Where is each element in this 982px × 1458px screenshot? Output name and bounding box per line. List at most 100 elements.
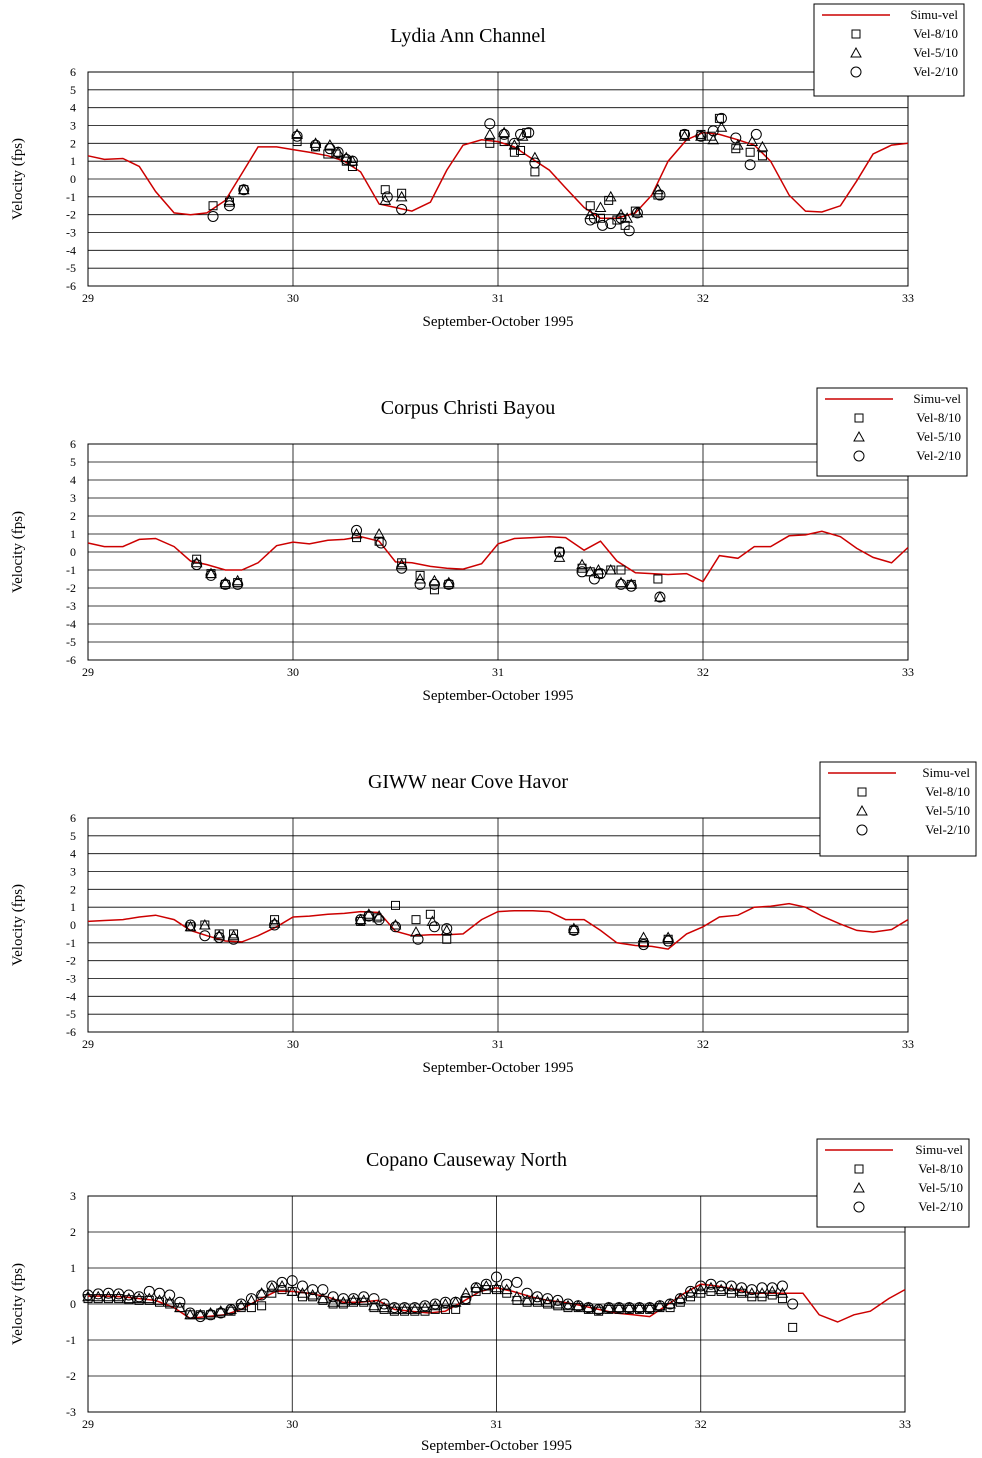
legend-marker-square xyxy=(854,1164,864,1174)
data-point-triangle xyxy=(255,1287,268,1298)
data-point-square xyxy=(442,934,452,944)
y-axis-label: Velocity (fps) xyxy=(10,884,26,966)
data-point-triangle xyxy=(317,1292,329,1304)
data-point-circle xyxy=(515,128,527,140)
data-point-circle xyxy=(396,562,408,574)
legend-box xyxy=(813,3,965,97)
y-tick-label: 5 xyxy=(70,455,76,469)
data-point-triangle xyxy=(440,924,453,935)
data-point-circle xyxy=(730,132,742,144)
data-point-circle xyxy=(348,1293,360,1305)
data-point-circle xyxy=(346,155,358,167)
data-point-circle xyxy=(695,130,707,142)
data-point-circle xyxy=(508,137,520,149)
data-point-circle xyxy=(358,1291,370,1303)
data-point-circle xyxy=(409,1302,421,1314)
y-tick-label: -4 xyxy=(66,617,76,631)
chart-title: Copano Causeway North xyxy=(366,1149,567,1171)
legend-box xyxy=(816,1138,970,1228)
data-point-triangle xyxy=(82,1290,94,1302)
y-tick-label: -3 xyxy=(66,599,76,613)
y-tick-label: 3 xyxy=(70,119,76,133)
data-point-square xyxy=(192,554,202,564)
x-tick-label: 30 xyxy=(287,665,299,679)
data-point-circle xyxy=(750,128,762,140)
data-point-square xyxy=(516,145,526,155)
data-point-circle xyxy=(707,125,719,137)
data-point-circle xyxy=(351,524,363,536)
data-point-circle xyxy=(605,218,617,230)
y-tick-label: 0 xyxy=(70,1297,76,1311)
y-tick-label: 1 xyxy=(70,527,76,541)
data-point-square xyxy=(745,147,755,157)
data-point-triangle xyxy=(604,563,617,575)
legend-entry: Simu-vel xyxy=(913,391,961,406)
legend-entry: Vel-8/10 xyxy=(918,1161,963,1176)
data-point-triangle xyxy=(363,908,375,919)
data-point-triangle xyxy=(347,1294,360,1305)
data-point-circle xyxy=(310,139,322,151)
data-point-triangle xyxy=(529,151,541,163)
data-point-triangle xyxy=(745,1287,758,1298)
data-point-triangle xyxy=(296,1287,309,1298)
simulated-velocity-line xyxy=(87,530,909,583)
data-point-triangle xyxy=(500,1283,513,1295)
legend: Simu-vel Vel-8/10 Vel-5/10 Vel-2/10 xyxy=(816,1138,970,1228)
x-axis-label: September-October 1995 xyxy=(423,688,574,704)
data-point-circle xyxy=(143,1285,155,1297)
data-point-circle xyxy=(256,1289,268,1301)
data-point-circle xyxy=(205,569,217,581)
data-point-triangle xyxy=(153,1294,166,1305)
legend-marker-triangle xyxy=(853,430,865,442)
data-point-circle xyxy=(219,578,231,590)
data-point-square xyxy=(788,1322,798,1332)
data-point-circle xyxy=(674,1293,686,1305)
data-point-triangle xyxy=(410,926,422,937)
data-point-triangle xyxy=(613,1301,625,1313)
y-tick-label: 6 xyxy=(70,811,76,825)
data-point-circle xyxy=(215,1307,227,1319)
data-point-triangle xyxy=(199,918,211,930)
data-point-circle xyxy=(223,200,235,212)
data-point-circle xyxy=(685,1285,697,1297)
x-tick-label: 29 xyxy=(82,1037,94,1051)
data-point-circle xyxy=(332,146,344,158)
data-point-triangle xyxy=(756,140,769,152)
y-tick-label: 4 xyxy=(70,473,76,487)
data-point-circle xyxy=(582,1302,594,1314)
x-tick-label: 30 xyxy=(286,1417,298,1431)
data-point-circle xyxy=(744,159,756,171)
data-point-circle xyxy=(531,1291,543,1303)
data-point-triangle xyxy=(480,1279,493,1291)
data-point-triangle xyxy=(470,1281,482,1293)
data-point-circle xyxy=(593,1303,605,1315)
data-point-triangle xyxy=(163,1296,176,1307)
data-point-circle xyxy=(414,578,426,590)
data-point-circle xyxy=(554,546,565,558)
data-point-circle xyxy=(269,919,281,931)
y-tick-label: -4 xyxy=(66,989,76,1003)
y-tick-label: 2 xyxy=(70,136,76,150)
data-point-triangle xyxy=(219,576,232,588)
data-point-circle xyxy=(491,1271,502,1283)
data-point-circle xyxy=(184,1307,196,1319)
y-tick-label: 5 xyxy=(70,829,76,843)
y-axis-label: Velocity (fps) xyxy=(10,1263,26,1345)
data-point-circle xyxy=(266,1280,278,1292)
legend-entry: Vel-5/10 xyxy=(916,429,961,444)
data-point-square xyxy=(706,131,716,141)
data-point-triangle xyxy=(541,1296,554,1307)
data-point-circle xyxy=(174,1296,186,1308)
data-point-triangle xyxy=(511,1290,523,1302)
legend-marker-square xyxy=(857,787,867,797)
data-point-triangle xyxy=(184,1308,196,1320)
legend-marker-circle xyxy=(853,450,865,462)
legend: Simu-vel Vel-8/10 Vel-5/10 Vel-2/10 xyxy=(819,761,977,857)
data-point-circle xyxy=(185,919,196,931)
data-point-circle xyxy=(470,1282,482,1294)
data-point-triangle xyxy=(398,1303,411,1314)
y-tick-label: -6 xyxy=(66,653,76,667)
data-point-square xyxy=(208,201,218,211)
data-point-circle xyxy=(390,921,401,933)
data-point-circle xyxy=(378,1298,390,1310)
